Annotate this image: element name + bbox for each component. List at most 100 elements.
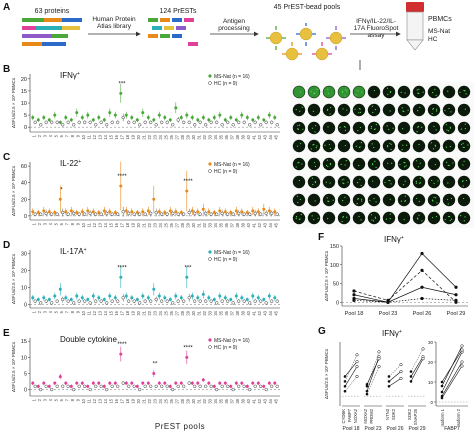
hc-point — [237, 299, 241, 303]
plate-spot — [299, 110, 301, 112]
plate-spot — [354, 108, 356, 110]
plate-spot — [342, 182, 344, 184]
plate-well-bright — [338, 86, 350, 98]
plate-spot — [389, 213, 391, 215]
x-tick-label: 37 — [230, 222, 235, 227]
plate-well — [442, 85, 456, 99]
ms-point — [135, 211, 139, 215]
series-point — [420, 251, 424, 256]
plate-spot — [462, 197, 465, 200]
ms-point — [47, 118, 51, 122]
plate-well — [397, 85, 411, 99]
plate-spot — [435, 197, 437, 199]
x-tick-label: 40 — [246, 134, 251, 139]
plate-well — [457, 175, 471, 189]
hc-point — [215, 387, 219, 392]
plate-spot — [370, 214, 373, 216]
plate-spot — [340, 163, 342, 165]
plate-spot — [329, 113, 331, 115]
x-tick-label: 35 — [219, 134, 224, 139]
ms-point — [130, 296, 134, 300]
x-tick-label: 44 — [268, 134, 273, 139]
plate-spot — [421, 220, 423, 222]
ms-point — [256, 210, 260, 214]
ms-point — [185, 355, 189, 359]
x-tick-label: 2 — [37, 398, 42, 401]
plate-spot — [314, 165, 317, 167]
series-point — [454, 298, 458, 302]
legend-ms-label: MS-Nat (n = 16) — [214, 250, 250, 256]
paired-line — [344, 354, 358, 382]
hc-point — [165, 212, 169, 216]
y-tick-label: 20 — [21, 197, 27, 203]
hc-point — [116, 299, 120, 303]
x-tick-label: 32 — [202, 222, 207, 227]
x-tick-label: 20 — [136, 222, 141, 227]
paired-point-before — [343, 380, 347, 383]
plate-spot — [447, 215, 450, 218]
protein-label: NTN3 — [385, 408, 390, 420]
plate-spot — [344, 164, 346, 166]
ms-point — [97, 381, 101, 385]
ms-point — [179, 381, 183, 385]
x-axis-title: PrEST pools — [154, 422, 206, 431]
hc-point — [94, 384, 98, 388]
legend-ms-marker — [208, 74, 212, 78]
significance-stars: * — [60, 187, 63, 193]
ms-point — [58, 375, 62, 379]
x-tick-label: 12 — [92, 134, 97, 139]
plate-spot — [403, 218, 405, 221]
paired-point-before — [387, 385, 391, 388]
ms-point — [152, 197, 156, 201]
y-axis-title: ΔSFUs/2.5 × 10⁵ PBMCs — [11, 77, 16, 128]
ms-point — [245, 297, 249, 301]
ms-point — [245, 384, 249, 388]
plate-spot — [444, 218, 446, 221]
paired-point-before — [365, 389, 369, 393]
plate-well — [427, 85, 441, 99]
hc-point — [77, 384, 81, 388]
plate-spot — [447, 90, 449, 92]
plate-spot — [314, 181, 317, 184]
plate-spot — [445, 124, 448, 126]
plate-spot — [418, 200, 420, 203]
paired-point-before — [365, 392, 369, 396]
hc-point — [248, 387, 252, 392]
x-tick-label: 1 — [32, 222, 37, 225]
ms-point — [108, 381, 112, 385]
inset-point-before — [440, 390, 444, 394]
plate-spot — [392, 127, 394, 129]
protein-bars-graphic — [22, 18, 84, 50]
x-tick-label: 30 — [191, 222, 196, 227]
protein-label: SNAP25 — [413, 408, 418, 425]
pool-label: Pool 26 — [387, 426, 404, 432]
ms-point — [146, 296, 150, 300]
x-tick-label: 6 — [59, 310, 64, 313]
x-tick-label: 38 — [235, 222, 240, 227]
ms-point — [130, 381, 134, 385]
ms-point — [174, 381, 178, 385]
legend-ms-marker — [208, 162, 212, 166]
plate-well — [397, 193, 411, 207]
x-tick-label: 18 — [125, 134, 130, 139]
hc-point — [116, 120, 120, 124]
ms-point — [64, 296, 68, 300]
ms-point — [223, 210, 227, 214]
plate-spot — [417, 110, 419, 112]
x-tick-label: 12 — [92, 310, 97, 315]
ms-point — [113, 296, 117, 300]
hc-point — [138, 301, 142, 305]
hc-point — [165, 120, 169, 124]
panel-title: Double cytokine — [60, 335, 117, 344]
x-tick-label: 17 — [120, 222, 125, 227]
x-tick-label: 12 — [92, 398, 97, 403]
ms-point — [64, 116, 68, 119]
plate-spot — [436, 110, 438, 112]
series-point — [420, 296, 424, 301]
hc-point — [204, 384, 208, 388]
plate-spot — [415, 180, 417, 182]
x-tick-label: 39 — [241, 310, 246, 315]
ms-point — [102, 209, 106, 213]
ms-point — [179, 116, 183, 119]
hc-point — [121, 296, 125, 300]
